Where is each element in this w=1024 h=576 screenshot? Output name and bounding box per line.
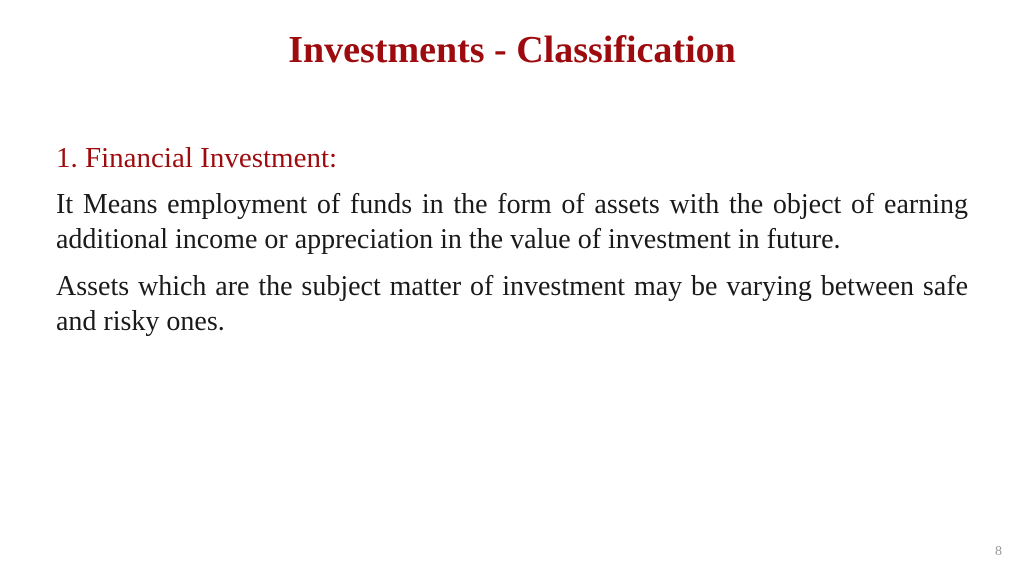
- body-paragraph: Assets which are the subject matter of i…: [56, 269, 968, 339]
- slide: Investments - Classification 1. Financia…: [0, 0, 1024, 576]
- page-number: 8: [995, 544, 1002, 560]
- slide-title: Investments - Classification: [56, 28, 968, 72]
- section-subheading: 1. Financial Investment:: [56, 142, 968, 175]
- body-paragraph: It Means employment of funds in the form…: [56, 187, 968, 257]
